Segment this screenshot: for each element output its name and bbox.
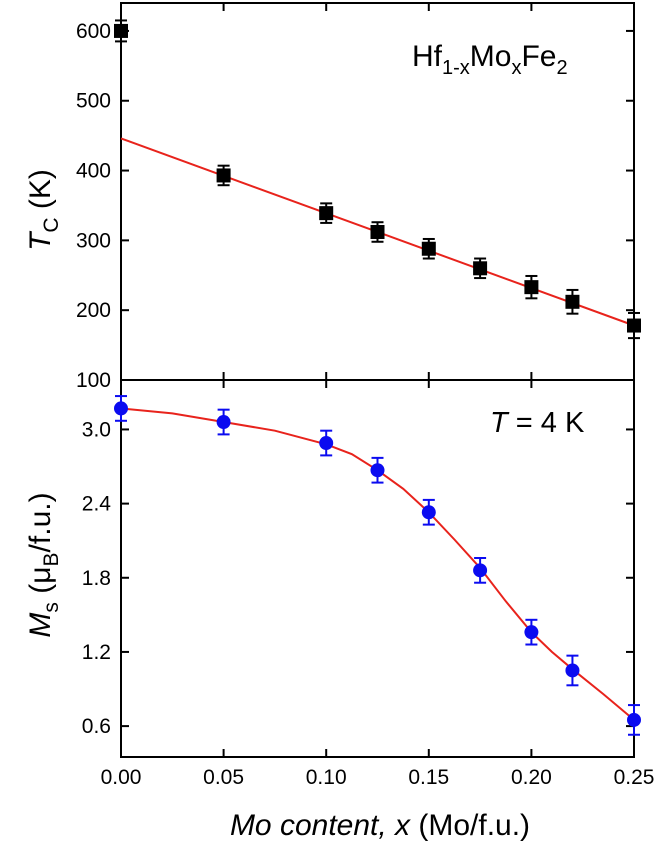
x-axis-title: Mo content, x (Mo/f.u.) bbox=[230, 809, 530, 842]
compound-formula-annotation: Hf1-xMoxFe2 bbox=[412, 40, 568, 79]
top-data-point bbox=[370, 224, 385, 239]
x-tick-label: 0.05 bbox=[203, 766, 244, 789]
x-tick-label: 0.10 bbox=[306, 766, 347, 789]
bottom-data-point bbox=[370, 463, 385, 478]
bottom-y-tick-label: 1.2 bbox=[82, 641, 111, 664]
bottom-y-tick-label: 2.4 bbox=[82, 493, 112, 516]
x-tick-label: 0.25 bbox=[614, 766, 655, 789]
bottom-data-point bbox=[319, 436, 334, 451]
x-tick-label: 0.20 bbox=[511, 766, 552, 789]
top-data-point bbox=[421, 241, 436, 256]
bottom-data-point bbox=[627, 712, 641, 727]
bottom-data-point bbox=[473, 563, 488, 578]
top-data-point bbox=[524, 280, 539, 295]
top-y-tick-label: 100 bbox=[76, 369, 111, 392]
top-data-point bbox=[627, 318, 641, 333]
bottom-data-point bbox=[216, 415, 231, 430]
bottom-y-tick-label: 0.6 bbox=[82, 715, 111, 738]
bottom-data-point bbox=[114, 401, 128, 416]
bottom-y-axis-title: Ms (μB/f.u.) bbox=[24, 492, 63, 637]
x-tick-label: 0.15 bbox=[408, 766, 449, 789]
bottom-y-tick-label: 1.8 bbox=[82, 567, 111, 590]
x-tick-label: 0.00 bbox=[101, 766, 142, 789]
bottom-y-tick-label: 3.0 bbox=[82, 418, 111, 441]
bottom-plot-frame bbox=[120, 379, 635, 758]
top-y-axis-title: TC (K) bbox=[24, 169, 63, 251]
top-y-tick-label: 400 bbox=[76, 160, 111, 183]
top-data-point bbox=[565, 294, 580, 309]
top-data-point bbox=[114, 23, 128, 38]
temperature-annotation: T = 4 K bbox=[490, 407, 585, 439]
top-data-point bbox=[216, 168, 231, 183]
bottom-fit-line bbox=[120, 407, 635, 721]
top-data-point bbox=[319, 206, 334, 221]
bottom-data-point bbox=[524, 625, 539, 640]
top-y-tick-label: 600 bbox=[76, 20, 111, 43]
top-data-point bbox=[473, 261, 488, 276]
top-y-tick-label: 200 bbox=[76, 299, 111, 322]
bottom-data-point bbox=[421, 505, 436, 520]
bottom-data-point bbox=[565, 663, 580, 678]
top-y-tick-label: 300 bbox=[76, 229, 111, 252]
top-y-tick-label: 500 bbox=[76, 90, 111, 113]
